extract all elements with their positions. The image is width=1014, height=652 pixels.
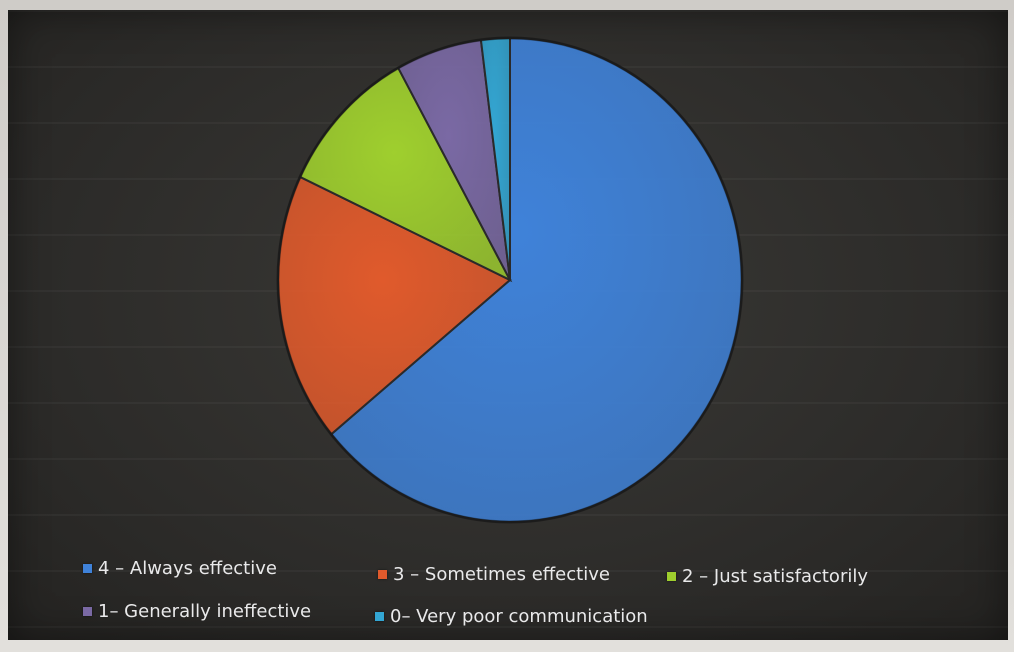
legend-swatch-always-effective [83, 564, 92, 573]
legend-label-just-satisfactorily: 2 – Just satisfactorily [682, 566, 869, 587]
pie-outline [276, 36, 744, 524]
pie-slice-4 [479, 36, 511, 281]
legend-label-always-effective: 4 – Always effective [98, 558, 277, 579]
legend-item-very-poor-communication: 0– Very poor communication [375, 606, 648, 627]
legend-item-sometimes-effective: 3 – Sometimes effective [378, 564, 610, 585]
legend-label-generally-ineffective: 1– Generally ineffective [98, 601, 312, 622]
legend-swatch-generally-ineffective [83, 607, 92, 616]
pie-slice-1 [277, 175, 512, 436]
pie-slice-2 [298, 66, 513, 283]
legend-item-always-effective: 4 – Always effective [83, 558, 277, 579]
legend-swatch-just-satisfactorily [667, 572, 676, 581]
legend-item-just-satisfactorily: 2 – Just satisfactorily [667, 566, 868, 587]
legend-swatch-sometimes-effective [378, 570, 387, 579]
legend-swatch-very-poor-communication [375, 612, 384, 621]
legend-item-generally-ineffective: 1– Generally ineffective [83, 601, 311, 622]
pie-slice-0 [329, 36, 743, 523]
legend-label-very-poor-communication: 0– Very poor communication [390, 606, 648, 627]
legend-label-sometimes-effective: 3 – Sometimes effective [393, 564, 610, 585]
